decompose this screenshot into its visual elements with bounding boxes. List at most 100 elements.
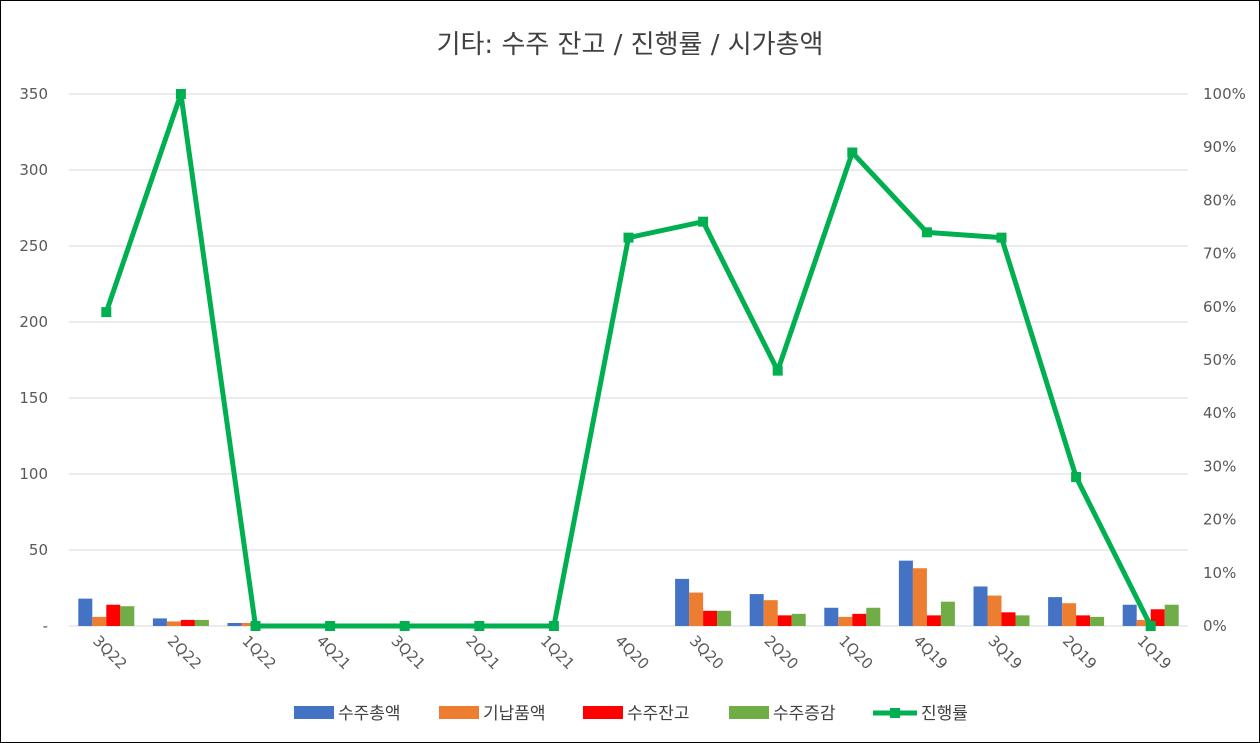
line-point bbox=[1071, 472, 1082, 483]
left-tick-label: 300 bbox=[19, 161, 48, 179]
left-tick-label: 200 bbox=[19, 313, 48, 331]
legend-label: 수주잔고 bbox=[627, 704, 690, 724]
bar bbox=[120, 606, 135, 626]
chart-title: 기타: 수주 잔고 / 진행률 / 시가총액 bbox=[437, 30, 824, 60]
legend-swatch bbox=[729, 706, 769, 719]
line-point bbox=[847, 147, 858, 158]
line-point bbox=[623, 232, 634, 243]
bar bbox=[1048, 597, 1063, 626]
bar bbox=[717, 610, 732, 626]
bar bbox=[106, 604, 121, 626]
line-point bbox=[399, 621, 410, 631]
line-point bbox=[175, 89, 186, 99]
legend-label: 수주증감 bbox=[773, 704, 836, 724]
bar bbox=[749, 594, 764, 626]
line-point bbox=[996, 232, 1007, 243]
bar bbox=[940, 601, 955, 626]
bar bbox=[1136, 619, 1151, 626]
legend-swatch bbox=[439, 706, 479, 719]
right-tick-label: 20% bbox=[1203, 511, 1236, 529]
category-label: 4Q19 bbox=[910, 632, 951, 673]
bar bbox=[703, 610, 718, 626]
bar bbox=[824, 607, 839, 626]
bar bbox=[852, 613, 867, 626]
line-point bbox=[250, 621, 261, 631]
legend-swatch bbox=[294, 706, 334, 719]
category-label: 3Q21 bbox=[388, 632, 429, 673]
bar bbox=[92, 616, 107, 626]
line-point bbox=[325, 621, 336, 631]
bar bbox=[166, 621, 181, 626]
bar bbox=[78, 598, 93, 626]
bar bbox=[791, 613, 806, 626]
bar bbox=[1015, 615, 1030, 626]
category-label: 3Q22 bbox=[89, 632, 130, 673]
left-tick-label: 350 bbox=[19, 85, 48, 103]
category-label: 4Q21 bbox=[313, 632, 354, 673]
category-label: 2Q21 bbox=[462, 632, 503, 673]
category-label: 2Q20 bbox=[761, 632, 802, 673]
right-tick-label: 30% bbox=[1203, 457, 1236, 475]
line-series bbox=[101, 89, 1156, 631]
category-label: 1Q20 bbox=[835, 632, 876, 673]
right-tick-label: 60% bbox=[1203, 298, 1236, 316]
bar bbox=[227, 622, 242, 626]
bar bbox=[241, 622, 256, 626]
bar bbox=[1122, 604, 1137, 626]
bar bbox=[973, 586, 988, 626]
bar bbox=[152, 618, 167, 626]
bar bbox=[1164, 604, 1179, 626]
category-label: 1Q22 bbox=[238, 632, 279, 673]
legend-label: 수주총액 bbox=[338, 704, 401, 724]
left-tick-label: 150 bbox=[19, 389, 48, 407]
bar bbox=[689, 592, 704, 626]
left-tick-label: 50 bbox=[29, 541, 48, 559]
x-axis: 3Q22 2Q22 1Q22 4Q21 3Q21 2Q21 1Q21 4Q20 3Q20 2Q20… bbox=[89, 632, 1175, 673]
right-tick-label: 0% bbox=[1203, 617, 1227, 635]
bar bbox=[898, 560, 913, 626]
left-tick-label: 100 bbox=[19, 465, 48, 483]
right-axis: 0% 10% 20% 30% 40% 50% 60% 70% 80% 90% 100% bbox=[1203, 85, 1246, 635]
bar bbox=[987, 595, 1002, 626]
line-point bbox=[1145, 621, 1156, 631]
bar bbox=[1062, 603, 1077, 626]
progress-line bbox=[103, 91, 1153, 629]
line-point bbox=[772, 365, 783, 376]
line-point bbox=[698, 216, 709, 227]
category-label: 2Q19 bbox=[1059, 632, 1100, 673]
right-tick-label: 50% bbox=[1203, 351, 1236, 369]
left-tick-label: 250 bbox=[19, 237, 48, 255]
right-tick-label: 70% bbox=[1203, 245, 1236, 263]
bar bbox=[763, 600, 778, 626]
bar bbox=[777, 615, 792, 626]
line-point bbox=[101, 307, 112, 318]
legend-marker bbox=[890, 708, 900, 718]
bar bbox=[180, 619, 195, 626]
line-point bbox=[548, 621, 559, 631]
legend: 수주총액 기납품액 수주잔고 수주증감 진행률 bbox=[294, 704, 968, 724]
gridlines bbox=[69, 93, 1188, 627]
bar bbox=[838, 616, 853, 626]
right-tick-label: 100% bbox=[1203, 85, 1246, 103]
right-tick-label: 80% bbox=[1203, 191, 1236, 209]
legend-swatch bbox=[583, 706, 623, 719]
bar bbox=[675, 578, 690, 626]
bar bbox=[194, 619, 209, 626]
bar bbox=[912, 568, 927, 626]
bar bbox=[1076, 615, 1091, 626]
category-label: 2Q22 bbox=[164, 632, 205, 673]
legend-label: 기납품액 bbox=[483, 704, 546, 724]
right-tick-label: 90% bbox=[1203, 138, 1236, 156]
category-label: 1Q21 bbox=[537, 632, 578, 673]
right-tick-label: 40% bbox=[1203, 404, 1236, 422]
category-label: 1Q19 bbox=[1134, 632, 1175, 673]
bar-series bbox=[78, 560, 1179, 626]
category-label: 3Q19 bbox=[984, 632, 1025, 673]
bar bbox=[866, 607, 881, 626]
bar bbox=[1090, 616, 1105, 626]
bar bbox=[1001, 612, 1016, 626]
category-label: 3Q20 bbox=[686, 632, 727, 673]
category-label: 4Q20 bbox=[611, 632, 652, 673]
